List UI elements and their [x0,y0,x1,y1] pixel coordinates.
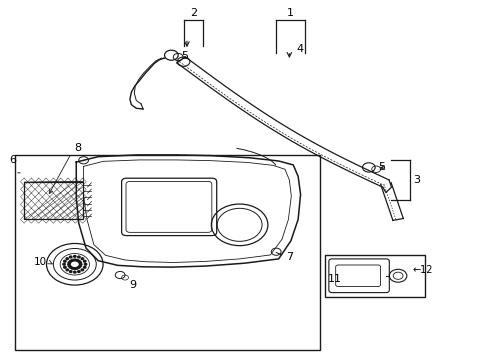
Circle shape [76,260,78,261]
Text: 5: 5 [181,51,188,61]
Circle shape [73,271,76,273]
Circle shape [79,262,81,264]
Text: 9: 9 [128,280,136,291]
Text: 2: 2 [189,8,197,18]
Circle shape [69,271,72,273]
Circle shape [63,266,66,268]
Text: 5: 5 [378,162,385,172]
Circle shape [81,258,83,260]
Circle shape [69,266,72,268]
Circle shape [73,256,76,257]
Circle shape [63,260,66,262]
Circle shape [79,264,81,265]
Bar [15,155,320,350]
Text: 4: 4 [296,44,303,54]
Bar [325,255,424,297]
Text: 3: 3 [412,175,419,185]
Circle shape [76,267,78,269]
Circle shape [66,258,68,260]
Circle shape [68,264,70,265]
Circle shape [68,262,70,264]
Circle shape [81,269,83,271]
Text: 11: 11 [327,274,341,284]
Circle shape [68,265,70,267]
Circle shape [79,265,81,267]
Circle shape [73,268,76,270]
Circle shape [66,269,68,271]
Circle shape [73,259,76,261]
Text: 10: 10 [34,257,47,267]
Circle shape [83,260,86,262]
Circle shape [78,256,80,258]
Circle shape [69,260,72,262]
Circle shape [69,256,72,258]
Circle shape [83,266,86,268]
Circle shape [78,266,80,268]
Circle shape [63,264,65,265]
Text: 1: 1 [287,8,294,18]
Circle shape [71,267,74,269]
Text: 7: 7 [285,252,292,262]
Text: 6: 6 [9,155,17,165]
Circle shape [78,271,80,273]
Circle shape [71,260,74,261]
Text: ←12: ←12 [412,265,432,275]
Circle shape [84,264,86,265]
Circle shape [78,260,80,262]
Text: 8: 8 [74,143,81,153]
